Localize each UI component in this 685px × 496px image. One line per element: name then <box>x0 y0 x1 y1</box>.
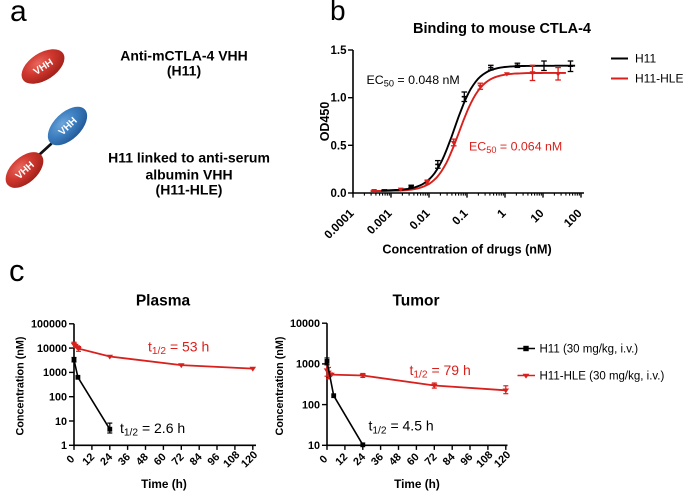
svg-text:b: b <box>330 0 346 26</box>
svg-text:albumin VHH: albumin VHH <box>145 167 232 183</box>
svg-text:EC50 = 0.048 nM: EC50 = 0.048 nM <box>367 73 460 89</box>
svg-text:0.5: 0.5 <box>331 140 348 152</box>
svg-text:OD450: OD450 <box>318 102 332 142</box>
svg-text:1000: 1000 <box>296 359 320 371</box>
svg-text:Concentration (nM): Concentration (nM) <box>274 336 286 435</box>
svg-text:1.5: 1.5 <box>331 45 348 57</box>
svg-text:Binding to mouse CTLA-4: Binding to mouse CTLA-4 <box>413 21 591 37</box>
svg-text:Tumor: Tumor <box>392 293 439 310</box>
svg-text:100: 100 <box>302 399 320 411</box>
svg-text:1: 1 <box>61 440 67 452</box>
svg-text:Anti-mCTLA-4 VHH: Anti-mCTLA-4 VHH <box>120 48 248 64</box>
svg-text:Concentration (nM): Concentration (nM) <box>15 336 27 435</box>
svg-text:Time (h): Time (h) <box>394 477 440 491</box>
svg-text:10000: 10000 <box>290 318 320 330</box>
svg-text:H11-HLE: H11-HLE <box>635 72 683 86</box>
svg-text:10: 10 <box>55 416 67 428</box>
svg-text:Time (h): Time (h) <box>141 477 187 491</box>
svg-text:H11 linked to anti-serum: H11 linked to anti-serum <box>108 149 270 165</box>
svg-text:(H11): (H11) <box>167 63 201 79</box>
svg-text:(H11-HLE): (H11-HLE) <box>156 181 223 197</box>
svg-text:100: 100 <box>49 392 67 404</box>
svg-text:0.0: 0.0 <box>331 188 347 200</box>
svg-text:1000: 1000 <box>43 367 67 379</box>
svg-text:EC50 = 0.064 nM: EC50 = 0.064 nM <box>469 140 562 156</box>
svg-text:Concentration of drugs (nM): Concentration of drugs (nM) <box>382 243 551 257</box>
svg-text:10: 10 <box>308 440 320 452</box>
svg-text:H11: H11 <box>635 52 656 66</box>
svg-text:a: a <box>10 0 27 28</box>
svg-text:1.0: 1.0 <box>331 93 347 105</box>
svg-text:100000: 100000 <box>31 319 67 331</box>
svg-text:10000: 10000 <box>37 343 67 355</box>
svg-text:H11 (30 mg/kg, i.v.): H11 (30 mg/kg, i.v.) <box>540 344 639 356</box>
svg-text:c: c <box>9 253 25 288</box>
svg-text:H11-HLE (30 mg/kg, i.v.): H11-HLE (30 mg/kg, i.v.) <box>540 371 665 383</box>
svg-text:Plasma: Plasma <box>136 293 191 310</box>
